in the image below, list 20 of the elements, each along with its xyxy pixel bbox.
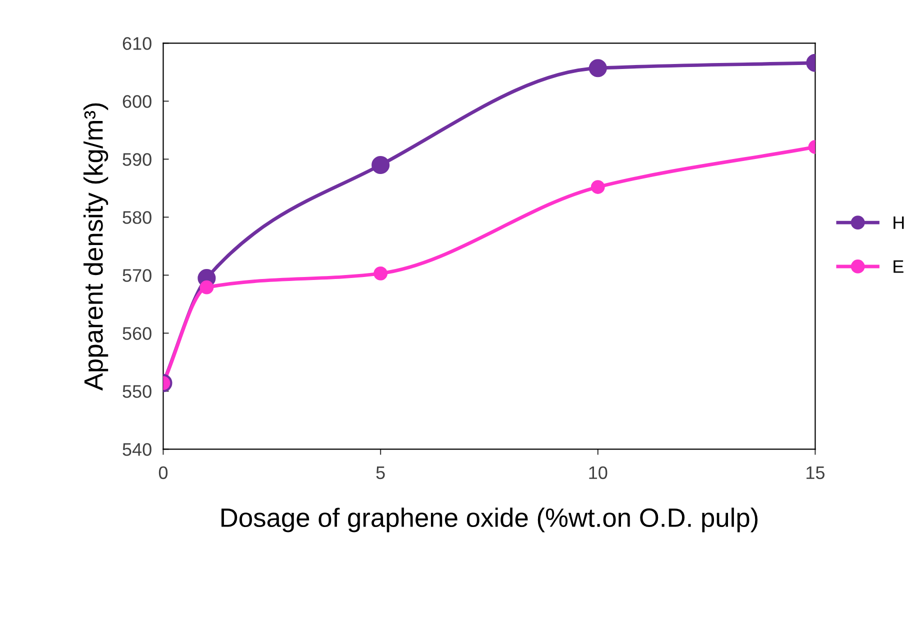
x-axis-title: Dosage of graphene oxide (%wt.on O.D. pulp) [221,508,758,532]
x-tick-label: 5 [376,466,385,480]
y-tick-label: 600 [122,95,152,108]
x-tick-label: 10 [589,466,608,480]
x-tick-label: 0 [158,466,168,480]
y-tick-label: 590 [122,153,152,166]
x-tick-label: 15 [806,466,824,480]
y-tick-label: 560 [122,327,152,340]
y-tick-label: 540 [122,443,152,456]
y-tick-label: 580 [122,211,152,224]
y-tick-label: 550 [122,385,152,398]
point [374,266,388,280]
point [590,180,605,194]
point [588,59,607,78]
point [372,156,390,174]
y-tick-label: 610 [122,37,152,50]
legend-label: H [894,216,904,229]
legend-label: E [894,260,904,273]
y-axis-title: Apparent density (kg/m³) [84,103,108,391]
y-tick-label: 570 [122,269,152,282]
